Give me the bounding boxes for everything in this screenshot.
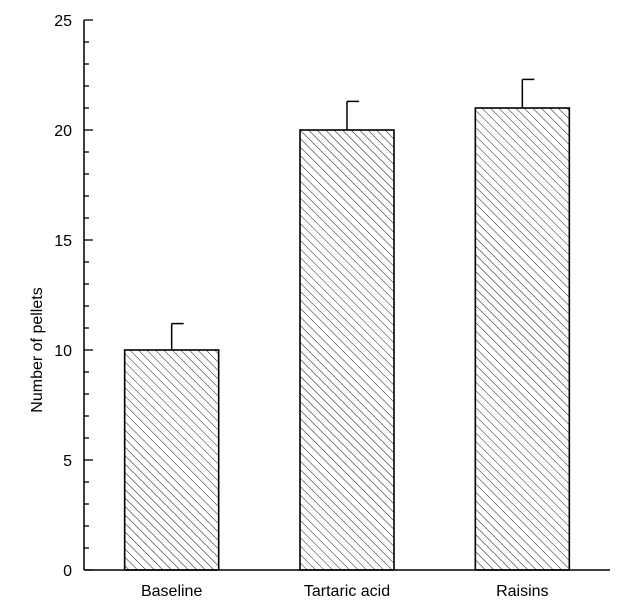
y-tick-label: 0 <box>63 563 72 580</box>
y-axis-ticks: 0 5 10 15 20 25 <box>54 13 93 580</box>
bar-baseline <box>123 349 220 571</box>
x-category-label: Tartaric acid <box>304 583 390 600</box>
y-tick-label: 25 <box>54 13 72 30</box>
error-bars <box>170 78 535 350</box>
bars <box>123 107 571 571</box>
x-category-label: Baseline <box>141 583 202 600</box>
y-tick-label: 5 <box>63 453 72 470</box>
y-tick-label: 10 <box>54 343 72 360</box>
bar-raisins <box>474 107 571 571</box>
bar-tartaric-acid <box>299 129 395 571</box>
y-axis-title: Number of pellets <box>29 287 46 412</box>
y-tick-label: 15 <box>54 233 72 250</box>
y-tick-label: 20 <box>54 123 72 140</box>
x-category-label: Raisins <box>496 583 548 600</box>
category-labels: Baseline Tartaric acid Raisins <box>141 583 549 600</box>
